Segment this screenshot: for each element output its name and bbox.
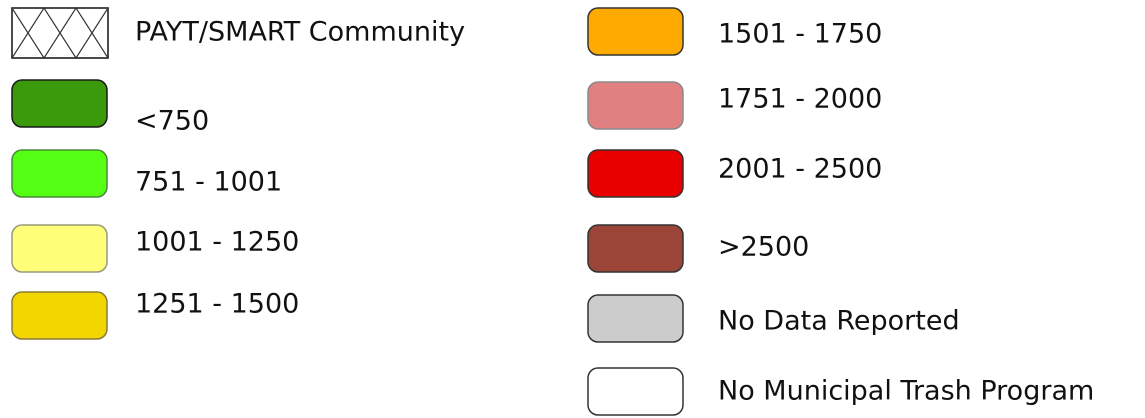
legend-swatch xyxy=(11,291,108,340)
legend-swatch xyxy=(11,224,108,273)
swatch-hatch xyxy=(11,7,109,59)
legend-swatch xyxy=(587,224,684,273)
legend-swatch xyxy=(587,7,684,56)
legend-label: No Data Reported xyxy=(718,306,960,337)
legend-label: <750 xyxy=(135,106,209,137)
legend-swatch xyxy=(587,149,684,198)
legend-swatch xyxy=(11,149,108,198)
legend-label: 1751 - 2000 xyxy=(718,84,882,115)
legend-swatch xyxy=(11,79,108,128)
legend-label: No Municipal Trash Program xyxy=(718,376,1094,407)
legend-swatch xyxy=(587,81,684,130)
legend-swatch xyxy=(587,367,684,416)
legend-label: 751 - 1001 xyxy=(135,167,282,198)
legend-label: 1001 - 1250 xyxy=(135,227,299,258)
legend-label: 1501 - 1750 xyxy=(718,19,882,50)
legend-label: 1251 - 1500 xyxy=(135,289,299,320)
legend-label: PAYT/SMART Community xyxy=(135,17,465,48)
legend-swatch xyxy=(587,294,684,343)
legend-label: 2001 - 2500 xyxy=(718,154,882,185)
legend-label: >2500 xyxy=(718,232,809,263)
